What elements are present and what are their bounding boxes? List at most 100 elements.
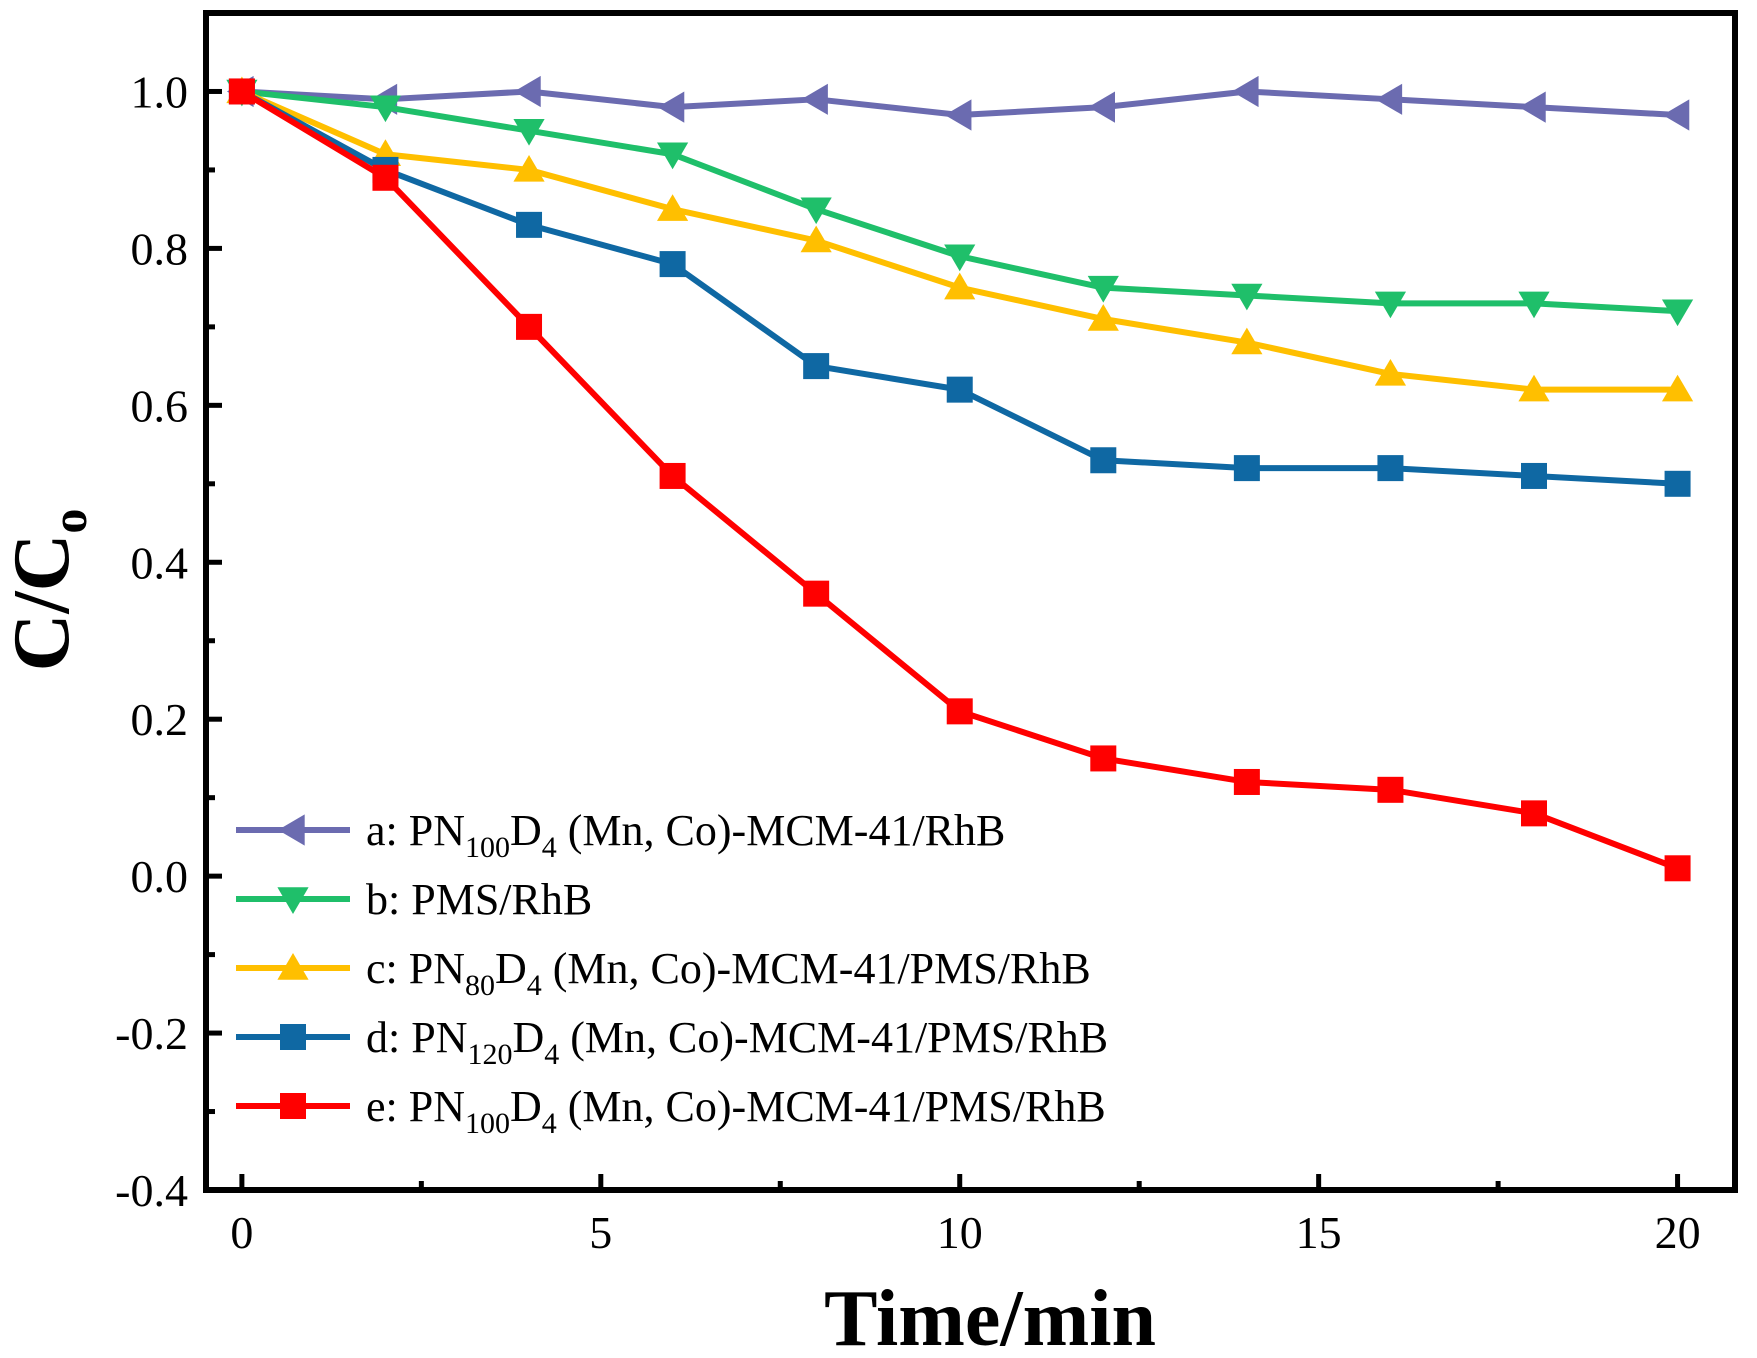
data-point-c [1661, 374, 1694, 402]
x-axis-title: Time/min [824, 1275, 1156, 1358]
series-line-e [240, 88, 1679, 872]
y-tick-label: 1.0 [131, 66, 189, 117]
data-point-e [1090, 745, 1117, 772]
data-point-a [944, 99, 972, 131]
legend-label-subscript: 120 [467, 1038, 512, 1071]
legend-label-subscript: 4 [542, 831, 557, 864]
legend-label-text: D [510, 806, 542, 855]
data-point-c [656, 194, 689, 221]
legend-label-text: (Mn, Co)-MCM-41/PMS/RhB [542, 944, 1091, 993]
series-d [228, 78, 1691, 497]
data-point-b [513, 119, 545, 146]
y-tick-label: 0.6 [131, 380, 189, 431]
legend-item-e: e: PN100D4 (Mn, Co)-MCM-41/PMS/RhB [236, 1082, 1106, 1140]
data-point-c [944, 272, 976, 300]
data-point-d [1377, 455, 1404, 482]
legend-marker-c [277, 953, 309, 980]
legend-label-text: b: PMS/RhB [366, 875, 592, 924]
data-point-e [228, 78, 255, 105]
data-point-e [1233, 768, 1260, 795]
data-point-b [1087, 275, 1119, 303]
series-line-c [240, 88, 1678, 393]
data-point-e [516, 313, 543, 340]
plot-series [226, 75, 1694, 882]
x-tick-label: 5 [589, 1207, 612, 1258]
data-point-e [1521, 800, 1548, 827]
x-tick-label: 20 [1655, 1207, 1701, 1258]
y-tick-label: 0.0 [131, 851, 189, 902]
data-point-e [1377, 776, 1404, 803]
data-point-c [1374, 358, 1407, 386]
data-point-b [944, 244, 976, 272]
legend-label-text: a: PN [366, 806, 465, 855]
legend-label-text: (Mn, Co)-MCM-41/PMS/RhB [557, 1082, 1106, 1131]
legend-label-text: D [495, 944, 527, 993]
legend-marker-b [277, 887, 309, 914]
data-point-d [1521, 462, 1548, 489]
series-e [228, 78, 1691, 882]
y-axis-title-subscript: o [41, 509, 97, 534]
series-a [226, 75, 1690, 131]
y-axis-title: C/Co [0, 509, 97, 672]
legend-marker-e [280, 1093, 306, 1119]
data-point-c [800, 225, 832, 253]
y-tick-label: -0.4 [115, 1165, 188, 1216]
legend-label-subscript: 100 [465, 1107, 510, 1140]
y-tick-label: 0.4 [131, 537, 189, 588]
legend-label-subscript: 4 [542, 1107, 557, 1140]
legend-label-c: c: PN80D4 (Mn, Co)-MCM-41/PMS/RhB [366, 944, 1091, 1002]
data-point-e [1664, 855, 1691, 882]
data-point-a [1088, 91, 1116, 123]
legend-label-d: d: PN120D4 (Mn, Co)-MCM-41/PMS/RhB [366, 1013, 1108, 1071]
legend-item-b: b: PMS/RhB [236, 875, 592, 924]
data-point-d [803, 353, 830, 380]
data-point-e [803, 580, 830, 607]
legend-label-text: c: PN [366, 944, 465, 993]
data-point-e [659, 462, 686, 489]
legend-label-subscript: 100 [465, 831, 510, 864]
y-tick-label: 0.8 [131, 223, 189, 274]
data-point-b [1374, 291, 1407, 319]
data-point-c [1087, 304, 1119, 331]
legend-marker-a [278, 814, 305, 846]
data-point-d [1233, 455, 1260, 482]
x-tick-label: 15 [1296, 1207, 1342, 1258]
data-point-a [1231, 75, 1259, 108]
x-tick-label: 10 [937, 1207, 983, 1258]
legend-label-text: D [512, 1013, 544, 1062]
legend-label-text: (Mn, Co)-MCM-41/RhB [557, 806, 1006, 855]
data-point-a [514, 75, 541, 108]
legend-label-text: e: PN [366, 1082, 465, 1131]
legend-label-a: a: PN100D4 (Mn, Co)-MCM-41/RhB [366, 806, 1005, 864]
data-point-d [1664, 470, 1691, 497]
data-point-a [1519, 91, 1546, 123]
data-point-d [946, 376, 973, 403]
legend-item-d: d: PN120D4 (Mn, Co)-MCM-41/PMS/RhB [236, 1013, 1108, 1071]
data-point-e [946, 698, 973, 725]
data-point-b [1231, 283, 1263, 311]
data-point-c [1231, 327, 1263, 355]
data-point-a [1375, 83, 1403, 115]
data-point-a [801, 83, 828, 115]
data-point-d [1090, 447, 1117, 474]
data-point-c [513, 154, 545, 182]
plot-frame [203, 10, 1738, 1193]
legend-label-text: (Mn, Co)-MCM-41/PMS/RhB [559, 1013, 1108, 1062]
legend-item-c: c: PN80D4 (Mn, Co)-MCM-41/PMS/RhB [236, 944, 1091, 1002]
data-point-c [1518, 374, 1550, 402]
y-tick-labels: -0.4 -0.2 0.0 0.2 0.4 0.6 0.8 1.0 [115, 66, 188, 1216]
data-point-b [369, 95, 402, 123]
legend-label-subscript: 4 [527, 969, 542, 1002]
y-tick-label: 0.2 [131, 694, 189, 745]
data-point-b [656, 142, 689, 170]
legend-item-a: a: PN100D4 (Mn, Co)-MCM-41/RhB [236, 806, 1005, 864]
legend-label-e: e: PN100D4 (Mn, Co)-MCM-41/PMS/RhB [366, 1082, 1106, 1140]
data-point-a [1662, 99, 1690, 131]
legend-label-text: d: PN [366, 1013, 467, 1062]
data-point-a [657, 91, 685, 123]
legend-marker-d [280, 1024, 306, 1050]
data-point-b [800, 197, 832, 225]
legend-label-text: D [510, 1082, 542, 1131]
